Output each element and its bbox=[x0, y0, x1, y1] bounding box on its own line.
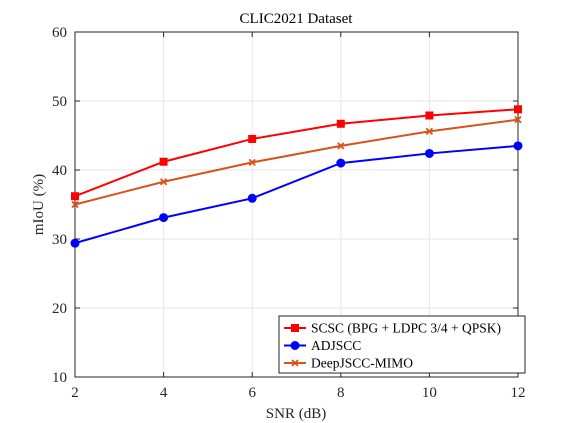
legend-entry: SCSC (BPG + LDPC 3/4 + QPSK) bbox=[284, 321, 501, 336]
legend-swatch-marker bbox=[291, 359, 299, 367]
data-point bbox=[71, 192, 79, 201]
data-point bbox=[424, 148, 434, 158]
data-point bbox=[425, 111, 434, 120]
x-axis-label: SNR (dB) bbox=[266, 406, 326, 422]
data-point bbox=[336, 119, 345, 128]
data-point bbox=[70, 238, 80, 248]
series-2 bbox=[70, 141, 523, 248]
data-point bbox=[425, 127, 434, 135]
y-tick-label: 50 bbox=[52, 94, 67, 110]
x-tick-label: 12 bbox=[511, 385, 526, 401]
series-1 bbox=[71, 105, 522, 201]
x-tick-label: 2 bbox=[71, 385, 79, 401]
series-layer bbox=[70, 105, 523, 248]
data-point bbox=[336, 158, 346, 168]
legend-box bbox=[278, 315, 526, 374]
data-point bbox=[159, 213, 169, 223]
x-tick-label: 8 bbox=[337, 385, 345, 401]
data-point bbox=[513, 141, 523, 151]
x-tick-label: 6 bbox=[248, 385, 256, 401]
y-tick-label: 20 bbox=[52, 301, 67, 317]
x-tick-label: 10 bbox=[422, 385, 437, 401]
data-point bbox=[159, 178, 168, 186]
legend-label: ADJSCC bbox=[311, 338, 361, 353]
chart-title: CLIC2021 Dataset bbox=[240, 11, 354, 27]
data-point bbox=[247, 193, 257, 203]
data-point bbox=[514, 105, 522, 114]
series-line bbox=[74, 118, 519, 206]
legend-label: SCSC (BPG + LDPC 3/4 + QPSK) bbox=[311, 321, 501, 336]
legend-swatch-marker bbox=[291, 324, 299, 332]
x-tick-label: 4 bbox=[160, 385, 168, 401]
series-line bbox=[74, 108, 519, 198]
legend-label: DeepJSCC-MIMO bbox=[311, 356, 413, 371]
data-point bbox=[248, 134, 257, 143]
grid bbox=[75, 32, 518, 377]
data-point bbox=[159, 157, 168, 166]
series-line bbox=[74, 144, 519, 245]
y-axis-label: mIoU (%) bbox=[31, 174, 47, 235]
y-tick-label: 30 bbox=[52, 232, 67, 248]
legend: SCSC (BPG + LDPC 3/4 + QPSK) ADJSCC DeepJS… bbox=[278, 315, 526, 374]
series-3 bbox=[71, 115, 522, 209]
y-tick-label: 40 bbox=[52, 163, 67, 179]
data-point bbox=[71, 200, 79, 209]
legend-entry: ADJSCC bbox=[284, 338, 361, 353]
data-point bbox=[514, 115, 522, 124]
data-point bbox=[248, 158, 256, 167]
y-tick-label: 60 bbox=[52, 25, 67, 41]
data-point bbox=[337, 142, 345, 150]
y-tick-label: 10 bbox=[52, 370, 67, 386]
x-axis: 2 4 6 8 10 12 bbox=[71, 32, 526, 401]
legend-swatch-marker bbox=[290, 341, 300, 350]
y-axis: 10 20 30 40 50 60 bbox=[52, 25, 518, 386]
legend-entry: DeepJSCC-MIMO bbox=[284, 356, 413, 371]
